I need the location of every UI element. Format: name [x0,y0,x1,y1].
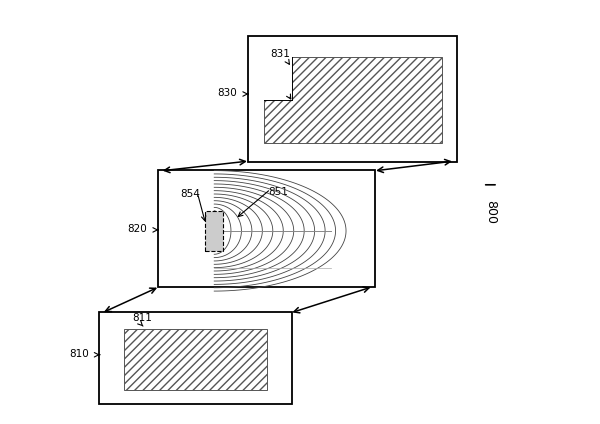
Text: 851: 851 [269,187,289,197]
Text: 820: 820 [128,224,147,234]
Text: 854: 854 [181,189,200,199]
Bar [99,312,292,404]
Text: 811: 811 [133,313,152,323]
Bar [265,57,442,143]
Text: 810: 810 [69,349,89,359]
Text: 831: 831 [271,49,290,59]
Bar [205,211,223,251]
Bar [124,329,266,390]
Bar [158,170,376,287]
Bar [248,36,457,162]
Text: 830: 830 [217,88,237,98]
Text: 800: 800 [484,200,497,224]
Text: 832: 832 [271,93,290,103]
Bar [265,57,292,100]
